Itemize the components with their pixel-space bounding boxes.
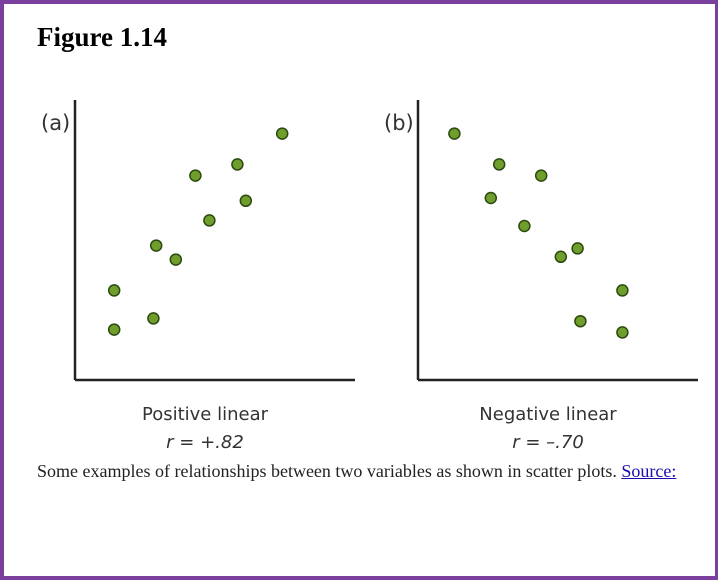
annotation: r = +.82 — [166, 432, 244, 453]
figure: (a) Positive linear r = +.82 (b) Negative li… — [41, 100, 698, 453]
x-label: Negative linear — [479, 404, 617, 425]
caption: Some examples of relationships between t… — [37, 457, 697, 486]
point — [239, 194, 253, 208]
panel-label: (a) — [41, 111, 70, 135]
point — [231, 158, 244, 171]
annotation: r = –.70 — [512, 432, 584, 453]
point — [616, 284, 629, 297]
point — [149, 239, 163, 252]
point — [484, 191, 498, 205]
x-label: Positive linear — [142, 404, 269, 425]
point — [107, 284, 121, 297]
point — [189, 169, 202, 182]
point — [574, 314, 587, 328]
point — [571, 242, 584, 255]
caption-text: Some examples of relationships between t… — [37, 461, 617, 481]
point — [492, 158, 506, 171]
point — [107, 323, 121, 336]
point — [616, 326, 629, 339]
point — [169, 253, 183, 266]
source-link[interactable]: Source: — [621, 461, 677, 481]
figure-title: Figure 1.14 — [37, 22, 167, 52]
panel-label: (b) — [384, 111, 414, 135]
point — [275, 127, 289, 140]
point — [534, 169, 548, 182]
point — [203, 214, 216, 227]
point — [554, 250, 568, 264]
point — [147, 312, 160, 325]
point — [448, 127, 461, 140]
point — [518, 219, 531, 233]
